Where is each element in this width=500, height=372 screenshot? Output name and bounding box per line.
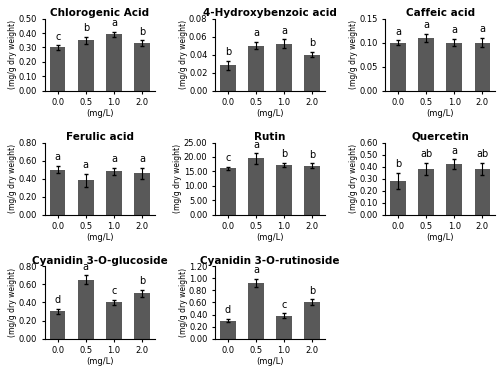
Bar (276, 316, 292, 339)
Bar (276, 165, 292, 215)
Bar (78, 180, 94, 215)
X-axis label: (mg/L): (mg/L) (256, 109, 284, 118)
Bar (78, 280, 94, 339)
Title: Quercetin: Quercetin (411, 132, 469, 142)
Text: a: a (139, 154, 145, 164)
Text: c: c (55, 32, 60, 42)
Y-axis label: (mg/g dry weight): (mg/g dry weight) (8, 144, 18, 213)
Text: a: a (253, 266, 259, 276)
Y-axis label: (mg/g dry weight): (mg/g dry weight) (178, 20, 188, 89)
X-axis label: (mg/L): (mg/L) (426, 232, 454, 242)
Text: ab: ab (476, 149, 488, 159)
Text: b: b (82, 23, 89, 33)
Bar (418, 169, 434, 215)
Bar (248, 283, 264, 339)
Text: d: d (225, 305, 231, 315)
Text: b: b (139, 276, 145, 286)
Text: a: a (54, 153, 60, 162)
Text: a: a (111, 18, 117, 28)
Bar (50, 311, 66, 339)
Text: a: a (111, 154, 117, 164)
Bar (134, 294, 150, 339)
X-axis label: (mg/L): (mg/L) (426, 109, 454, 118)
Y-axis label: (mg/g dry weight): (mg/g dry weight) (8, 20, 18, 89)
Bar (304, 55, 320, 91)
Bar (304, 302, 320, 339)
Text: b: b (309, 38, 316, 48)
Text: a: a (281, 26, 287, 36)
Bar (418, 38, 434, 91)
Bar (134, 173, 150, 215)
Title: Cyanidin 3-O-rutinoside: Cyanidin 3-O-rutinoside (200, 256, 340, 266)
Text: b: b (281, 149, 287, 159)
Bar (106, 171, 122, 215)
X-axis label: (mg/L): (mg/L) (256, 356, 284, 366)
Bar (390, 181, 406, 215)
Bar (248, 158, 264, 215)
Text: a: a (451, 25, 457, 35)
Y-axis label: (mg/g dry weight): (mg/g dry weight) (8, 268, 18, 337)
Title: 4-Hydroxybenzoic acid: 4-Hydroxybenzoic acid (203, 8, 337, 18)
Title: Cyanidin 3-O-glucoside: Cyanidin 3-O-glucoside (32, 256, 168, 266)
Bar (220, 321, 236, 339)
Y-axis label: (mg/g dry weight): (mg/g dry weight) (349, 20, 358, 89)
Bar (50, 47, 66, 91)
Text: d: d (54, 295, 61, 305)
Text: c: c (282, 300, 286, 310)
Bar (220, 65, 236, 91)
Bar (50, 170, 66, 215)
Title: Ferulic acid: Ferulic acid (66, 132, 134, 142)
Text: c: c (111, 286, 116, 296)
Text: a: a (83, 262, 89, 272)
Y-axis label: (mg/g dry weight): (mg/g dry weight) (174, 144, 182, 213)
X-axis label: (mg/L): (mg/L) (86, 109, 114, 118)
Bar (106, 35, 122, 91)
X-axis label: (mg/L): (mg/L) (256, 232, 284, 242)
Y-axis label: (mg/g dry weight): (mg/g dry weight) (178, 268, 188, 337)
Text: a: a (423, 20, 429, 31)
Text: a: a (451, 146, 457, 156)
Bar (304, 166, 320, 215)
Text: ab: ab (420, 149, 432, 159)
Text: b: b (309, 150, 316, 160)
Title: Caffeic acid: Caffeic acid (406, 8, 474, 18)
Bar (134, 43, 150, 91)
Text: b: b (309, 286, 316, 296)
Y-axis label: (mg/g dry weight): (mg/g dry weight) (348, 144, 358, 213)
Bar (220, 169, 236, 215)
Bar (446, 164, 462, 215)
Bar (248, 46, 264, 91)
Text: b: b (224, 47, 231, 57)
Text: a: a (253, 140, 259, 150)
Text: a: a (480, 24, 486, 34)
Bar (446, 43, 462, 91)
Text: c: c (225, 153, 230, 163)
Bar (474, 43, 490, 91)
X-axis label: (mg/L): (mg/L) (86, 356, 114, 366)
Bar (276, 44, 292, 91)
X-axis label: (mg/L): (mg/L) (86, 232, 114, 242)
Text: a: a (395, 27, 401, 36)
Bar (474, 169, 490, 215)
Text: a: a (253, 28, 259, 38)
Bar (106, 302, 122, 339)
Text: a: a (83, 160, 89, 170)
Bar (78, 40, 94, 91)
Title: Chlorogenic Acid: Chlorogenic Acid (50, 8, 150, 18)
Bar (390, 43, 406, 91)
Title: Rutin: Rutin (254, 132, 286, 142)
Text: b: b (395, 159, 401, 169)
Text: b: b (139, 27, 145, 36)
